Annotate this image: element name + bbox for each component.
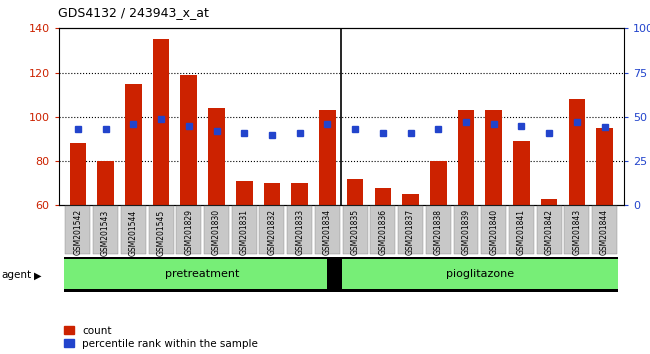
FancyBboxPatch shape [341,259,618,289]
Bar [208,108,225,338]
Bar [513,141,530,338]
FancyBboxPatch shape [592,206,617,254]
Text: GSM201832: GSM201832 [267,209,276,255]
Text: GSM201833: GSM201833 [295,209,304,255]
FancyBboxPatch shape [176,206,202,254]
Text: GSM201837: GSM201837 [406,209,415,255]
FancyBboxPatch shape [64,259,327,289]
Bar [347,179,363,338]
Text: GSM201844: GSM201844 [600,209,609,255]
Text: GSM201543: GSM201543 [101,209,110,256]
Text: GSM201831: GSM201831 [240,209,249,255]
Bar [569,99,585,338]
Bar [374,188,391,338]
Bar [458,110,474,338]
FancyBboxPatch shape [121,206,146,254]
FancyBboxPatch shape [370,206,395,254]
Bar [181,75,197,338]
FancyBboxPatch shape [537,206,562,254]
Text: GSM201545: GSM201545 [157,209,166,256]
FancyBboxPatch shape [66,206,90,254]
FancyBboxPatch shape [287,206,312,254]
Bar [402,194,419,338]
Bar [264,183,280,338]
Text: GSM201838: GSM201838 [434,209,443,255]
FancyBboxPatch shape [232,206,257,254]
Text: pioglitazone: pioglitazone [446,269,514,279]
FancyBboxPatch shape [149,206,174,254]
Text: GSM201843: GSM201843 [573,209,581,255]
Text: GSM201544: GSM201544 [129,209,138,256]
Bar [125,84,142,338]
Bar [291,183,308,338]
Text: GSM201836: GSM201836 [378,209,387,255]
FancyBboxPatch shape [204,206,229,254]
Text: GSM201835: GSM201835 [350,209,359,255]
FancyBboxPatch shape [398,206,423,254]
Text: GSM201834: GSM201834 [323,209,332,255]
Text: GSM201841: GSM201841 [517,209,526,255]
FancyBboxPatch shape [259,206,285,254]
Bar [153,39,170,338]
FancyBboxPatch shape [343,206,368,254]
Text: GDS4132 / 243943_x_at: GDS4132 / 243943_x_at [58,6,209,19]
FancyBboxPatch shape [564,206,590,254]
Bar [70,143,86,338]
Text: pretreatment: pretreatment [166,269,240,279]
Bar [541,199,558,338]
FancyBboxPatch shape [454,206,478,254]
FancyBboxPatch shape [64,257,618,292]
FancyBboxPatch shape [481,206,506,254]
FancyBboxPatch shape [93,206,118,254]
Text: ▶: ▶ [34,270,42,280]
Text: GSM201839: GSM201839 [462,209,471,255]
FancyBboxPatch shape [426,206,450,254]
Bar [430,161,447,338]
Bar [486,110,502,338]
Text: agent: agent [1,270,31,280]
Text: GSM201830: GSM201830 [212,209,221,255]
Text: GSM201542: GSM201542 [73,209,83,255]
Legend: count, percentile rank within the sample: count, percentile rank within the sample [64,326,258,349]
Bar [596,128,613,338]
FancyBboxPatch shape [509,206,534,254]
FancyBboxPatch shape [315,206,340,254]
Text: GSM201842: GSM201842 [545,209,554,255]
Bar [98,161,114,338]
Bar [236,181,253,338]
Text: GSM201840: GSM201840 [489,209,498,255]
Text: GSM201829: GSM201829 [185,209,193,255]
Bar [319,110,335,338]
